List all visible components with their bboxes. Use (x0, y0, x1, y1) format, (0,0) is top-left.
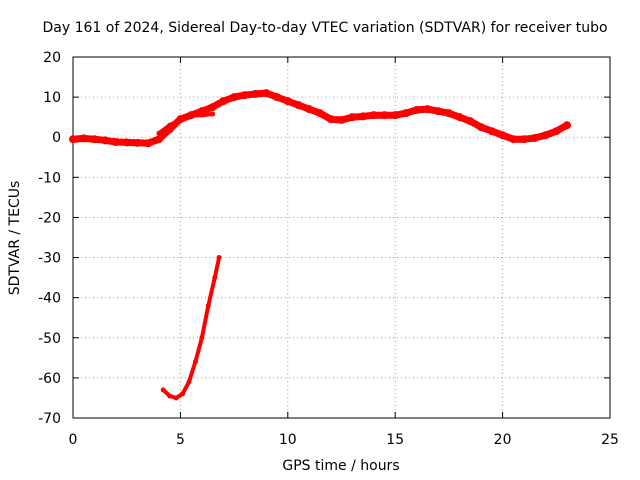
data-point (466, 117, 475, 126)
y-tick-label: 20 (43, 50, 61, 66)
x-tick-label: 20 (494, 432, 512, 448)
y-tick-label: -50 (38, 331, 61, 347)
data-point (412, 105, 421, 114)
series-group (69, 89, 572, 401)
data-point (144, 139, 153, 148)
data-point (188, 112, 194, 118)
data-point (541, 131, 550, 140)
data-point (262, 89, 271, 98)
data-point (69, 135, 77, 144)
data-point (240, 91, 249, 100)
data-point (111, 138, 120, 147)
data-point (401, 109, 410, 118)
y-tick-label: 10 (43, 90, 61, 106)
data-point (212, 275, 218, 281)
y-axis-label: SDTVAR / TECUs (7, 181, 23, 296)
data-point (530, 134, 539, 143)
data-point (552, 127, 561, 136)
chart-title: Day 161 of 2024, Sidereal Day-to-day VTE… (42, 20, 607, 36)
data-point (199, 112, 205, 118)
data-point (305, 105, 314, 114)
x-tick-label: 0 (69, 432, 78, 448)
data-point (199, 335, 205, 341)
data-point (283, 97, 292, 106)
data-point (79, 134, 88, 143)
y-tick-label: -20 (38, 210, 61, 226)
grid (73, 57, 610, 418)
x-tick-label: 5 (176, 432, 185, 448)
data-point (210, 111, 216, 117)
data-point (444, 109, 453, 118)
x-axis-label: GPS time / hours (282, 458, 399, 474)
data-point (177, 116, 183, 122)
data-point (369, 111, 378, 120)
data-point (358, 112, 367, 121)
y-tick-label: -60 (38, 371, 61, 387)
y-tick-label: 0 (52, 130, 61, 146)
data-point (208, 103, 217, 112)
data-point (520, 135, 529, 144)
series-line (69, 89, 571, 147)
data-point (434, 107, 443, 116)
data-point (101, 136, 110, 145)
y-tick-label: -10 (38, 170, 61, 186)
axis-ticks: 0 5 10 15 20 25 20 10 0 -10 -20 -30 -40 -50 -60 -70 (38, 50, 619, 448)
data-point (160, 387, 166, 393)
data-point (348, 113, 357, 122)
data-point (380, 111, 389, 120)
y-tick-label: -30 (38, 251, 61, 267)
x-tick-label: 15 (386, 432, 404, 448)
data-point (173, 395, 179, 401)
y-tick-label: -40 (38, 291, 61, 307)
data-point (230, 93, 239, 102)
data-point (205, 303, 211, 309)
data-point (455, 113, 464, 122)
data-point (122, 138, 131, 147)
data-point (180, 391, 186, 397)
data-point (90, 135, 99, 144)
data-point (273, 93, 282, 102)
data-point (337, 115, 346, 124)
data-point (133, 138, 142, 147)
y-tick-label: -70 (38, 411, 61, 427)
data-point (316, 109, 325, 118)
data-point (391, 111, 400, 120)
data-point (219, 97, 228, 106)
data-point (423, 105, 432, 114)
data-point (154, 135, 163, 144)
data-point (167, 393, 173, 399)
plot-frame (72, 56, 611, 419)
x-tick-label: 10 (279, 432, 297, 448)
data-point (487, 127, 496, 136)
data-point (294, 101, 303, 110)
data-point (192, 359, 198, 365)
series-line (161, 255, 222, 400)
x-tick-label: 25 (601, 432, 619, 448)
data-point (498, 131, 507, 140)
data-point (156, 130, 162, 136)
data-point (216, 255, 222, 261)
data-point (167, 122, 173, 128)
data-point (509, 135, 518, 144)
data-point (563, 121, 572, 130)
data-point (186, 379, 192, 385)
data-point (477, 123, 486, 132)
data-point (326, 115, 335, 124)
data-point (251, 89, 260, 98)
